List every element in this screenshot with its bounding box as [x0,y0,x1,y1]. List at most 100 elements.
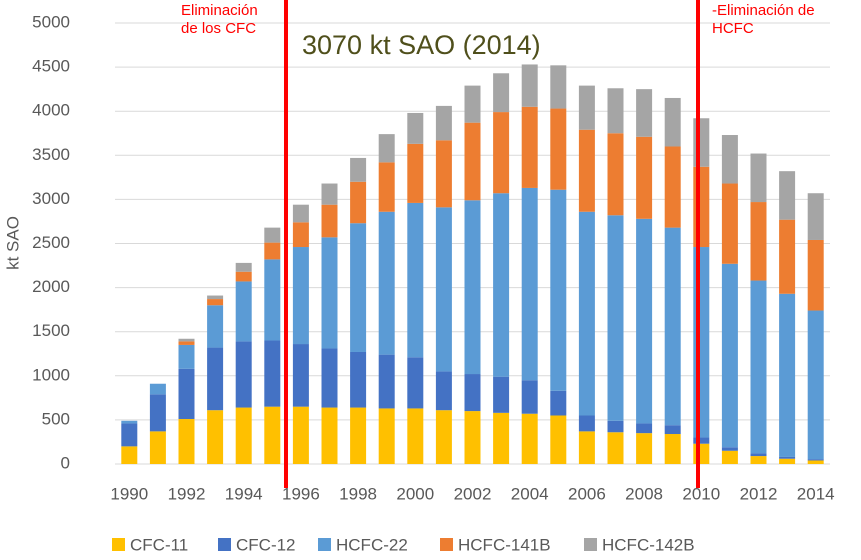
bar-segment [521,380,538,414]
bar-segment [435,410,452,464]
bar-segment [378,162,395,212]
x-tick-label: 2012 [740,484,778,503]
bar-segment [207,347,224,411]
bar-segment [807,459,824,461]
bar-segment [779,219,796,294]
bar-segment [207,410,224,464]
bar-segment [807,239,824,311]
legend-swatch [440,538,453,551]
bar-segment [578,431,595,464]
bar-segment [292,344,309,407]
bar-segment [664,434,681,464]
bar-segment [235,281,252,342]
bar-segment [607,215,624,421]
x-tick-label: 2004 [511,484,549,503]
bar-segment [464,411,481,464]
bar-segment [378,211,395,355]
bar-segment [636,89,653,137]
bar-segment [521,64,538,107]
bar-segment [207,295,224,300]
bar-segment [493,73,510,113]
bar-segment [321,204,338,238]
annotation: de los CFC [181,20,256,37]
y-tick-label: 5000 [32,12,70,31]
y-tick-label: 0 [61,453,70,472]
bar-segment [779,171,796,220]
bar-segment [664,146,681,228]
bar-segment [550,108,567,190]
bar-segment [607,420,624,433]
bar-segment [693,247,710,438]
bar-segment [321,348,338,408]
y-tick-label: 3000 [32,189,70,208]
bar-segment [750,280,767,454]
x-tick-label: 2006 [568,484,606,503]
bar-segment [435,207,452,372]
bar-segment [721,447,738,451]
bar-segment [807,310,824,460]
y-tick-label: 1000 [32,365,70,384]
bar-segment [521,187,538,381]
x-tick-label: 2008 [625,484,663,503]
bar-segment [750,453,767,457]
y-tick-label: 1500 [32,321,70,340]
x-tick-label: 1994 [225,484,263,503]
bar-segment [578,415,595,432]
bar-segment [435,371,452,411]
legend-label: HCFC-22 [336,535,408,554]
bar-segment [578,129,595,212]
x-tick-label: 2000 [396,484,434,503]
bar-segment [721,450,738,464]
legend-swatch [318,538,331,551]
bar-segment [264,406,281,464]
bar-segment [207,305,224,348]
bar-segment [550,415,567,464]
bar-segment [464,85,481,123]
bar-segment [178,338,195,342]
bar-segment [750,153,767,203]
legend-swatch [584,538,597,551]
bar-segment [407,408,424,464]
bar-segment [235,262,252,272]
annotation: Eliminación [181,2,258,19]
bar-segment [350,181,367,224]
bar-segment [693,437,710,444]
bar-segment [550,65,567,109]
bar-segment [779,458,796,464]
legend-swatch [218,538,231,551]
bar-segment [321,237,338,349]
bar-segment [521,106,538,188]
bar-segment [264,259,281,341]
bar-segment [607,133,624,216]
y-axis-label: kt SAO [3,216,22,270]
x-tick-label: 1990 [110,484,148,503]
bar-segment [664,97,681,147]
bar-segment [493,376,510,413]
bar-segment [493,193,510,377]
bar-segment [149,394,166,432]
bar-segment [235,271,252,282]
bar-segment [350,407,367,464]
bar-segment [721,263,738,448]
x-tick-label: 1998 [339,484,377,503]
bar-segment [407,357,424,409]
x-tick-label: 1992 [168,484,206,503]
bar-segment [636,136,653,219]
x-tick-label: 2010 [682,484,720,503]
bar-segment [464,374,481,412]
bar-segment [178,344,195,369]
bar-segment [807,460,824,464]
bar-segment [407,112,424,144]
x-tick-label: 1996 [282,484,320,503]
legend-label: HCFC-141B [458,535,551,554]
bar-segment [350,223,367,352]
bar-segment [435,105,452,141]
bar-segment [779,293,796,457]
x-tick-label: 2002 [454,484,492,503]
bar-segment [292,247,309,345]
bar-segment [721,135,738,184]
bar-segment [636,433,653,464]
bar-segment [664,227,681,426]
annotation: -Eliminación de [712,2,815,19]
bar-segment [779,456,796,459]
